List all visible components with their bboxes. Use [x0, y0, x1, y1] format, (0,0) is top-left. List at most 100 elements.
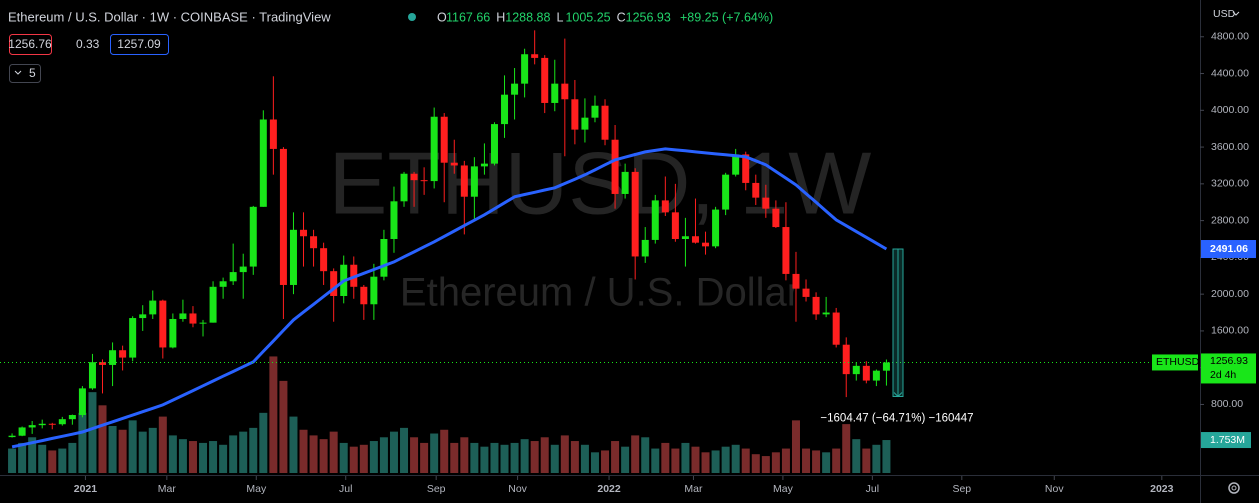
volume-bar [168, 435, 177, 473]
price-tag [1201, 353, 1256, 384]
candle-body [470, 166, 478, 197]
candle-body [511, 83, 519, 95]
volume-bar [500, 444, 509, 473]
x-tick-label: May [773, 483, 794, 495]
settings-icon[interactable] [1228, 482, 1240, 494]
ask-box[interactable] [110, 34, 169, 55]
ma-tag-label: 2491.06 [1210, 243, 1248, 255]
candle-body [641, 239, 649, 257]
candle-body [159, 300, 167, 348]
volume-bar [68, 442, 77, 473]
candle-body [551, 83, 559, 103]
y-tick-label: 2000.00 [1211, 288, 1249, 300]
volume-bar [771, 452, 780, 473]
volume-bar [138, 431, 147, 473]
volume-bar [852, 439, 861, 473]
bid[interactable]: 1256.76 [8, 37, 52, 51]
volume-bar [430, 433, 439, 473]
candle-body [179, 313, 187, 319]
candle-body [259, 119, 267, 207]
volume-bar [88, 392, 97, 473]
candle-body [862, 365, 870, 381]
volume-tag-label: 1.753M [1210, 434, 1245, 446]
candle-body [370, 276, 378, 305]
volume-bar [872, 444, 881, 473]
change: +89.25 (+7.64%) [680, 10, 773, 24]
volume-bar [249, 427, 258, 473]
candle-body [601, 105, 609, 140]
indicator-count[interactable]: 5 [29, 66, 36, 80]
price-tag-label: 1256.93 [1210, 355, 1248, 367]
candle-body [8, 435, 16, 438]
candle-body [48, 423, 56, 425]
ohlc-value: 1288.88 [505, 10, 550, 24]
volume-bar [58, 448, 67, 473]
volume-bar [601, 450, 610, 473]
candle-body [330, 271, 338, 296]
candle-body [571, 99, 579, 130]
candle-body [99, 362, 107, 365]
volume-bar [761, 456, 770, 473]
candle-body [651, 200, 659, 240]
bid-box[interactable] [9, 34, 52, 55]
volume-bar [8, 448, 17, 473]
candle-body [380, 239, 388, 277]
candle-body [842, 344, 850, 375]
ohlc-value: 1167.66 [446, 10, 490, 24]
volume-bar [450, 442, 459, 473]
volume-bar [229, 435, 238, 473]
volume-bar [18, 442, 27, 473]
volume-bar [510, 442, 519, 473]
volume-bar [299, 429, 308, 473]
candle-body [822, 312, 830, 315]
ohlc-value: 1256.93 [626, 10, 671, 24]
candle-body [68, 415, 76, 420]
candle-body [420, 180, 428, 182]
symbol-tag [1152, 354, 1198, 371]
volume-bar [731, 444, 740, 473]
y-tick-label: 1600.00 [1211, 325, 1249, 337]
ohlc-key: H [496, 10, 505, 24]
candle-body [621, 171, 629, 194]
candle-body [691, 236, 699, 243]
market-status[interactable] [408, 13, 416, 21]
volume-bar [882, 440, 891, 473]
volume-bar [791, 420, 800, 473]
candle-body [279, 148, 287, 285]
volume-bar [711, 450, 720, 473]
candle-body [58, 419, 66, 425]
x-tick-label: 2023 [1150, 483, 1174, 495]
volume-bar [460, 437, 469, 473]
countdown: 2d 4h [1210, 369, 1236, 381]
symbol-title[interactable]: Ethereum / U.S. Dollar · 1W · COINBASE ·… [8, 9, 331, 24]
volume-bar [560, 435, 569, 473]
volume-bar [178, 439, 187, 473]
candle-body [742, 154, 750, 183]
volume-bar [470, 442, 479, 473]
watermark-sub: Ethereum / U.S. Dollar [400, 271, 800, 315]
volume-bar [199, 442, 208, 473]
volume-bar [269, 356, 278, 473]
candle-body [490, 124, 498, 164]
volume-bar [661, 442, 670, 473]
y-tick-label: 3600.00 [1211, 141, 1249, 153]
volume-bar [28, 437, 37, 473]
volume-bar [259, 412, 268, 473]
indicators-toggle[interactable] [9, 64, 41, 83]
ask[interactable]: 1257.09 [117, 37, 161, 51]
x-tick-label: 2022 [597, 483, 621, 495]
candle-body [561, 83, 569, 100]
volume-bar [148, 427, 157, 473]
volume-bar [339, 442, 348, 473]
candle-body [219, 281, 227, 287]
candle-body [732, 154, 740, 175]
volume-bar [349, 446, 358, 473]
volume-bar [410, 437, 419, 473]
candle-body [631, 171, 639, 257]
currency[interactable]: USD [1213, 8, 1236, 20]
volume-bar [701, 452, 710, 473]
moving-average [11, 147, 888, 449]
y-tick-label: 4800.00 [1211, 31, 1249, 43]
volume-bar [219, 444, 228, 473]
candle-body [722, 174, 730, 210]
